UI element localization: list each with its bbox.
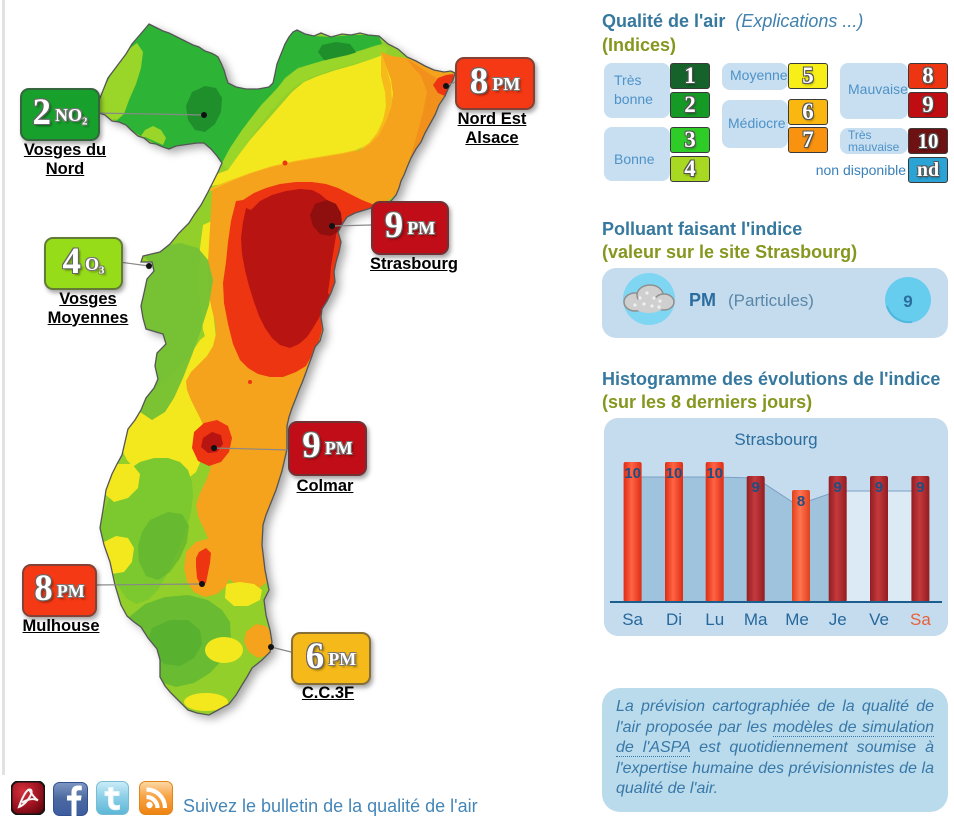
svg-text:8: 8 [797,493,805,510]
svg-text:9: 9 [834,479,842,496]
svg-text:Me: Me [785,610,809,629]
svg-text:Sa: Sa [910,610,931,629]
svg-text:Je: Je [829,610,847,629]
svg-text:Strasbourg: Strasbourg [734,430,817,449]
svg-text:Sa: Sa [622,610,643,629]
svg-text:Lu: Lu [705,610,724,629]
svg-text:9: 9 [916,479,924,496]
svg-text:PM: PM [689,290,716,310]
svg-text:10: 10 [706,465,723,482]
svg-text:Di: Di [666,610,682,629]
svg-text:9: 9 [752,479,760,496]
svg-text:Ve: Ve [869,610,889,629]
svg-text:10: 10 [624,465,641,482]
svg-text:Ma: Ma [744,610,768,629]
svg-text:10: 10 [666,465,683,482]
svg-text:(Particules): (Particules) [728,291,814,310]
svg-text:9: 9 [903,292,912,311]
svg-text:9: 9 [875,479,883,496]
